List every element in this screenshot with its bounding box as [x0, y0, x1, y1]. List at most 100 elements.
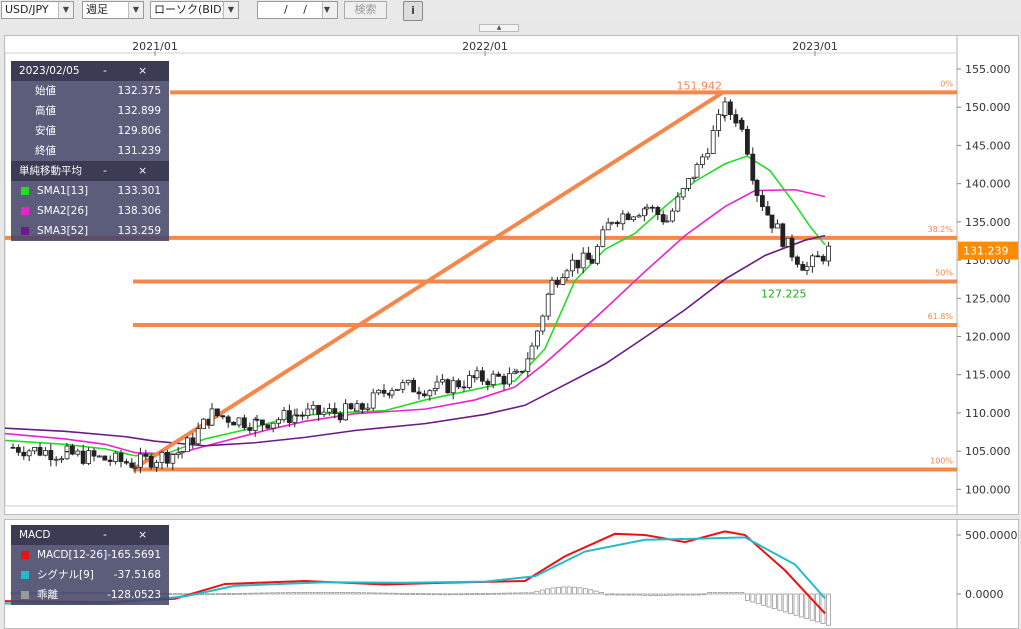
candlestick: [281, 410, 287, 421]
candlestick: [589, 259, 595, 264]
candlestick: [820, 255, 826, 262]
macd-histogram-bar: [312, 591, 318, 595]
candlestick: [220, 415, 226, 418]
macd-histogram-bar: [761, 593, 766, 606]
period-select[interactable]: 週足 ▼: [82, 1, 144, 19]
fib-level-label: 38.2%: [928, 225, 954, 234]
macd-histogram-bar: [366, 592, 372, 595]
macd-histogram-bar: [447, 593, 453, 596]
candlestick: [586, 252, 591, 260]
currency-pair-select[interactable]: USD/JPY ▼: [1, 1, 74, 19]
chevron-down-icon[interactable]: ▼: [128, 2, 143, 18]
candlestick: [225, 416, 231, 423]
candlestick: [107, 459, 113, 462]
macd-histogram-bar: [653, 593, 658, 596]
macd-histogram-bar: [691, 593, 696, 596]
macd-histogram-bar: [750, 593, 756, 603]
fib-level-label: 50%: [935, 268, 953, 277]
macd-histogram-bar: [793, 593, 799, 616]
macd-histogram-bar: [685, 593, 691, 596]
date-input[interactable]: / / ▼: [257, 1, 338, 19]
candlestick: [826, 245, 831, 262]
macd-histogram-bar: [350, 592, 356, 595]
candlestick: [520, 370, 525, 373]
macd-y-tick-label: 0.0000: [965, 588, 1004, 601]
candlestick: [276, 419, 282, 424]
candlestick: [411, 379, 417, 393]
macd-histogram-bar: [718, 592, 723, 595]
y-tick-label: 150.000: [965, 101, 1011, 114]
macd-controls[interactable]: - ×: [103, 529, 161, 541]
macd-histogram-bar: [372, 592, 378, 595]
candlestick: [86, 450, 91, 464]
search-button[interactable]: 検索: [344, 1, 387, 19]
macd-histogram-bar: [323, 591, 329, 595]
price-chart[interactable]: 2021/01 2022/01 2023/01 155.000 150.000 145.0…: [4, 35, 1019, 515]
ohlc-row: 高値 132.899: [11, 101, 169, 121]
candlestick: [148, 456, 154, 468]
sma-row: SMA1[13] 133.301: [11, 181, 169, 201]
candlestick: [780, 223, 786, 247]
macd-histogram-bar: [701, 593, 707, 596]
candlestick: [118, 452, 124, 462]
macd-histogram-bar: [339, 592, 345, 595]
macd-histogram-bar: [556, 586, 561, 595]
candlestick: [636, 215, 642, 218]
info-icon[interactable]: i: [403, 1, 423, 21]
macd-histogram-bar: [474, 593, 480, 595]
candlestick: [113, 452, 118, 462]
macd-histogram-bar: [177, 593, 183, 596]
collapse-up-icon[interactable]: ▲: [479, 24, 519, 32]
candlestick: [254, 418, 260, 421]
y-tick-label: 100.000: [965, 483, 1011, 496]
y-tick-label: 115.000: [965, 369, 1011, 382]
candlestick: [381, 389, 387, 394]
macd-label: MACD[12-26]: [37, 549, 108, 561]
ohlc-controls[interactable]: - ×: [103, 65, 161, 77]
candlestick: [625, 213, 631, 221]
fib-level-label: 100%: [930, 456, 953, 465]
candlestick: [650, 206, 655, 209]
chevron-down-icon[interactable]: ▼: [322, 2, 337, 18]
candlestick: [529, 345, 535, 360]
candlestick: [631, 216, 636, 221]
sma2-swatch: [21, 207, 29, 215]
macd-histogram-bar: [237, 592, 243, 595]
candlestick: [15, 447, 21, 453]
macd-value: -165.5691: [107, 549, 161, 561]
candlestick: [294, 414, 300, 417]
macd-histogram-bar: [572, 586, 577, 595]
macd-histogram-bar: [539, 589, 545, 595]
candlestick: [722, 101, 728, 116]
macd-histogram-bar: [204, 593, 210, 596]
macd-line: [5, 530, 826, 615]
sma-controls[interactable]: - ×: [103, 165, 161, 177]
ohlc-panel: 2023/02/05 - × 始値 132.375 高値 132.899 安値 129…: [11, 61, 169, 241]
macd-histogram-bar: [664, 593, 669, 596]
candlestick: [795, 256, 800, 265]
macd-histogram-bar: [437, 593, 443, 596]
candlestick: [370, 392, 376, 409]
macd-chart[interactable]: 500.0000 0.0000 MACD - × MACD[12-26] -165.…: [4, 519, 1019, 629]
macd-histogram-bar: [615, 593, 621, 596]
candlestick: [710, 130, 716, 154]
macd-histogram-bar: [739, 592, 745, 595]
macd-histogram-bar: [518, 592, 523, 595]
candlestick: [445, 379, 451, 394]
macd-histogram-bar: [658, 593, 664, 596]
candlestick: [184, 437, 190, 453]
candlestick: [754, 179, 760, 196]
chevron-down-icon[interactable]: ▼: [58, 2, 73, 18]
macd-histogram-bar: [226, 593, 232, 595]
candlestick: [609, 221, 615, 224]
candlestick: [247, 427, 253, 431]
candlestick: [26, 450, 32, 457]
macd-histogram-bar: [410, 593, 416, 595]
macd-histogram-bar: [242, 592, 248, 595]
candlestick: [201, 418, 207, 430]
candlestick: [64, 445, 70, 452]
macd-histogram-bar: [777, 593, 783, 611]
chart-type-select[interactable]: ローソク(BID) ▼: [150, 1, 239, 19]
chevron-down-icon[interactable]: ▼: [223, 2, 238, 18]
macd-histogram-bar: [485, 593, 491, 595]
